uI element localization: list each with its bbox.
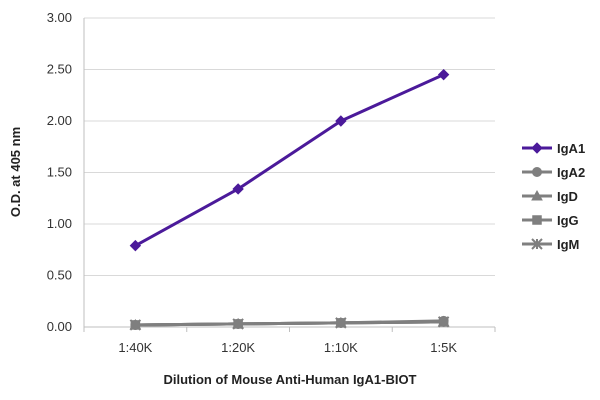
x-tick-label: 1:10K [324, 340, 358, 355]
series-group [129, 68, 450, 331]
series-line [134, 73, 445, 247]
series-line [135, 319, 444, 327]
y-tick-label: 0.00 [47, 319, 72, 334]
x-tick-label: 1:40K [118, 340, 152, 355]
y-tick-label: 0.50 [47, 268, 72, 283]
x-tick-labels: 1:40K 1:20K 1:10K 1:5K [83, 327, 496, 355]
legend-item-iga2: IgA2 [522, 165, 585, 180]
x-axis-title: Dilution of Mouse Anti-Human IgA1-BIOT [164, 372, 417, 387]
y-tick-label: 2.00 [47, 113, 72, 128]
legend-label: IgM [557, 237, 579, 252]
y-tick-label: 1.50 [47, 165, 72, 180]
legend-label: IgG [557, 213, 579, 228]
data-point [531, 238, 543, 250]
data-point [532, 215, 542, 225]
legend-item-igg: IgG [522, 213, 579, 228]
x-tick-label: 1:20K [221, 340, 255, 355]
y-axis-title: O.D. at 405 nm [8, 127, 23, 217]
data-point [335, 115, 347, 127]
legend-label: IgA1 [557, 141, 585, 156]
data-point [531, 142, 543, 154]
y-tick-labels: 0.00 0.50 1.00 1.50 2.00 2.50 3.00 [47, 10, 72, 334]
series-iga2 [130, 315, 449, 330]
data-point [532, 167, 542, 177]
data-point [531, 189, 543, 201]
data-point [232, 183, 244, 195]
data-point [130, 319, 141, 330]
legend-item-igd: IgD [522, 189, 578, 204]
series-iga1 [129, 68, 450, 252]
data-point [438, 315, 449, 326]
x-tick-label: 1:5K [430, 340, 457, 355]
legend: IgA1 IgA2 IgD IgG IgM [522, 141, 585, 252]
data-point [335, 317, 346, 328]
legend-label: IgA2 [557, 165, 585, 180]
gridlines [84, 17, 495, 276]
legend-label: IgD [557, 189, 578, 204]
data-point [437, 68, 450, 81]
y-tick-label: 2.50 [47, 62, 72, 77]
data-point [129, 239, 142, 252]
y-tick-label: 3.00 [47, 10, 72, 25]
y-tick-label: 1.00 [47, 216, 72, 231]
legend-item-igm: IgM [522, 237, 579, 252]
legend-item-iga1: IgA1 [522, 141, 585, 156]
data-point [233, 318, 244, 329]
